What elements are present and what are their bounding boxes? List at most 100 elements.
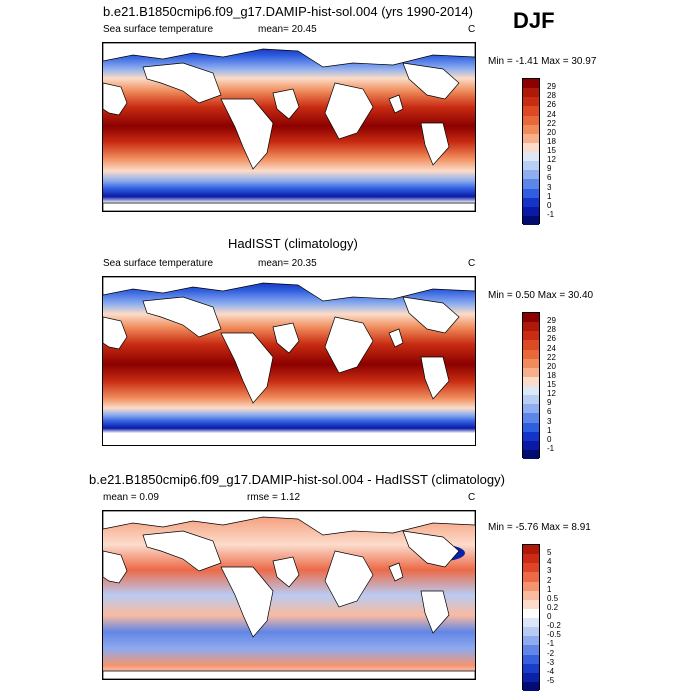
panel2-cb-bin xyxy=(523,449,539,459)
panel1-cb-bin xyxy=(523,161,539,171)
panel3-cb-label: 4 xyxy=(547,557,552,567)
panel1-cb-label: 9 xyxy=(547,164,552,174)
panel1-cb-label: 20 xyxy=(547,127,556,137)
panel2-cb-label: 12 xyxy=(547,389,556,399)
panel1-cb-label: 12 xyxy=(547,155,556,165)
panel3-minmax-label: Min = -5.76 Max = 8.91 xyxy=(488,522,591,533)
panel1-cb-bin xyxy=(523,133,539,143)
panel3-cb-bin xyxy=(523,554,539,564)
panel3-title: b.e21.B1850cmip6.f09_g17.DAMIP-hist-sol.… xyxy=(89,472,505,487)
panel1-variable-label: Sea surface temperature xyxy=(103,24,214,35)
panel3-cb-bin xyxy=(523,545,539,555)
panel1-cb-label: 24 xyxy=(547,109,556,119)
panel2-mean-label: mean= 20.35 xyxy=(258,258,317,269)
panel1-cb-label: 15 xyxy=(547,146,556,155)
panel1-cb-bin xyxy=(523,124,539,134)
panel2-cb-label: 3 xyxy=(547,416,552,426)
panel3-cb-bin xyxy=(523,563,539,573)
panel1-cb-bin xyxy=(523,197,539,207)
panel3-cb-bin xyxy=(523,636,539,646)
panel2-cb-bin xyxy=(523,422,539,432)
panel2-cb-label: 6 xyxy=(547,407,552,417)
panel2-cb-label: -1 xyxy=(547,443,555,453)
panel2-colorbar xyxy=(522,312,540,459)
panel3-landmasses xyxy=(103,511,475,679)
panel3-cb-bin xyxy=(523,572,539,582)
panel3-mean-label: mean = 0.09 xyxy=(103,492,159,503)
panel2-landmasses xyxy=(103,277,475,404)
panel1-cb-label: 1 xyxy=(547,191,552,201)
panel2-minmax-label: Min = 0.50 Max = 30.40 xyxy=(488,290,594,301)
panel1-cb-bin xyxy=(523,142,539,152)
panel1-cb-label: 26 xyxy=(547,100,556,110)
panel1-minmax-label: Min = -1.41 Max = 30.97 xyxy=(488,56,597,67)
panel2-cb-bin xyxy=(523,395,539,405)
panel1-mean-label: mean= 20.45 xyxy=(258,24,317,35)
panel3-cb-label: -0.5 xyxy=(547,630,561,640)
panel3-cb-label: 1 xyxy=(547,584,552,594)
panel1-cb-bin xyxy=(523,106,539,116)
panel3-cb-label: 0 xyxy=(547,612,552,621)
panel3-cb-bin xyxy=(523,645,539,655)
panel2-cb-bin xyxy=(523,404,539,414)
panel3-cb-label: -4 xyxy=(547,666,555,676)
panel3-cb-bin xyxy=(523,681,539,691)
panel1-cb-bin xyxy=(523,152,539,162)
panel2-cb-bin xyxy=(523,322,539,332)
panel2-cb-label: 0 xyxy=(547,434,552,444)
panel3-cb-bin xyxy=(523,618,539,628)
panel2-cb-label: 15 xyxy=(547,380,556,389)
panel2-cb-label: 1 xyxy=(547,425,552,435)
panel1-title: b.e21.B1850cmip6.f09_g17.DAMIP-hist-sol.… xyxy=(103,4,473,19)
panel1-cb-label: 28 xyxy=(547,91,556,101)
panel2-cb-bin xyxy=(523,349,539,359)
panel2-cb-bin xyxy=(523,376,539,386)
panel1-cb-label: 29 xyxy=(547,82,556,92)
panel3-cb-bin xyxy=(523,599,539,609)
panel2-cb-bin xyxy=(523,386,539,396)
panel3-cb-label: -3 xyxy=(547,657,555,667)
panel2-units-label: C xyxy=(468,258,476,269)
panel3-colorbar xyxy=(522,544,540,691)
panel2-cb-bin xyxy=(523,367,539,377)
panel2-cb-label: 24 xyxy=(547,343,556,353)
panel1-cb-bin xyxy=(523,179,539,189)
panel3-cb-label: 3 xyxy=(547,566,552,576)
panel2-cb-label: 28 xyxy=(547,325,556,335)
panel1-map xyxy=(102,42,476,212)
panel2-cb-label: 9 xyxy=(547,398,552,408)
panel3-units-label: C xyxy=(468,492,476,503)
panel2-cb-bin xyxy=(523,431,539,441)
panel3-cb-label: -0.2 xyxy=(547,621,561,631)
panel1-colorbar xyxy=(522,78,540,225)
panel1-cb-label: 22 xyxy=(547,118,556,128)
panel1-cb-label: 6 xyxy=(547,173,552,183)
panel2-cb-bin xyxy=(523,413,539,423)
panel2-cb-bin xyxy=(523,440,539,450)
panel2-cb-label: 22 xyxy=(547,352,556,362)
panel3-cb-bin xyxy=(523,608,539,618)
panel3-cb-label: -5 xyxy=(547,675,555,685)
panel2-cb-bin xyxy=(523,313,539,323)
panel3-cb-label: 0.2 xyxy=(547,602,559,612)
panel3-cb-bin xyxy=(523,581,539,591)
panel1-cb-label: 3 xyxy=(547,182,552,192)
panel1-cb-bin xyxy=(523,188,539,198)
panel3-cb-label: -2 xyxy=(547,648,555,658)
panel2-cb-label: 18 xyxy=(547,370,556,380)
panel2-cb-bin xyxy=(523,358,539,368)
panel1-units-label: C xyxy=(468,24,476,35)
panel1-cb-bin xyxy=(523,215,539,225)
panel1-cb-bin xyxy=(523,206,539,216)
panel2-cb-bin xyxy=(523,331,539,341)
panel2-title: HadISST (climatology) xyxy=(228,236,358,251)
panel1-cb-bin xyxy=(523,88,539,98)
panel1-cb-bin xyxy=(523,79,539,89)
panel1-cb-label: 0 xyxy=(547,200,552,210)
panel2-variable-label: Sea surface temperature xyxy=(103,258,214,269)
panel2-cb-label: 20 xyxy=(547,361,556,371)
panel1-cb-bin xyxy=(523,97,539,107)
panel3-cb-bin xyxy=(523,672,539,682)
panel1-cb-label: 18 xyxy=(547,136,556,146)
panel3-cb-bin xyxy=(523,590,539,600)
